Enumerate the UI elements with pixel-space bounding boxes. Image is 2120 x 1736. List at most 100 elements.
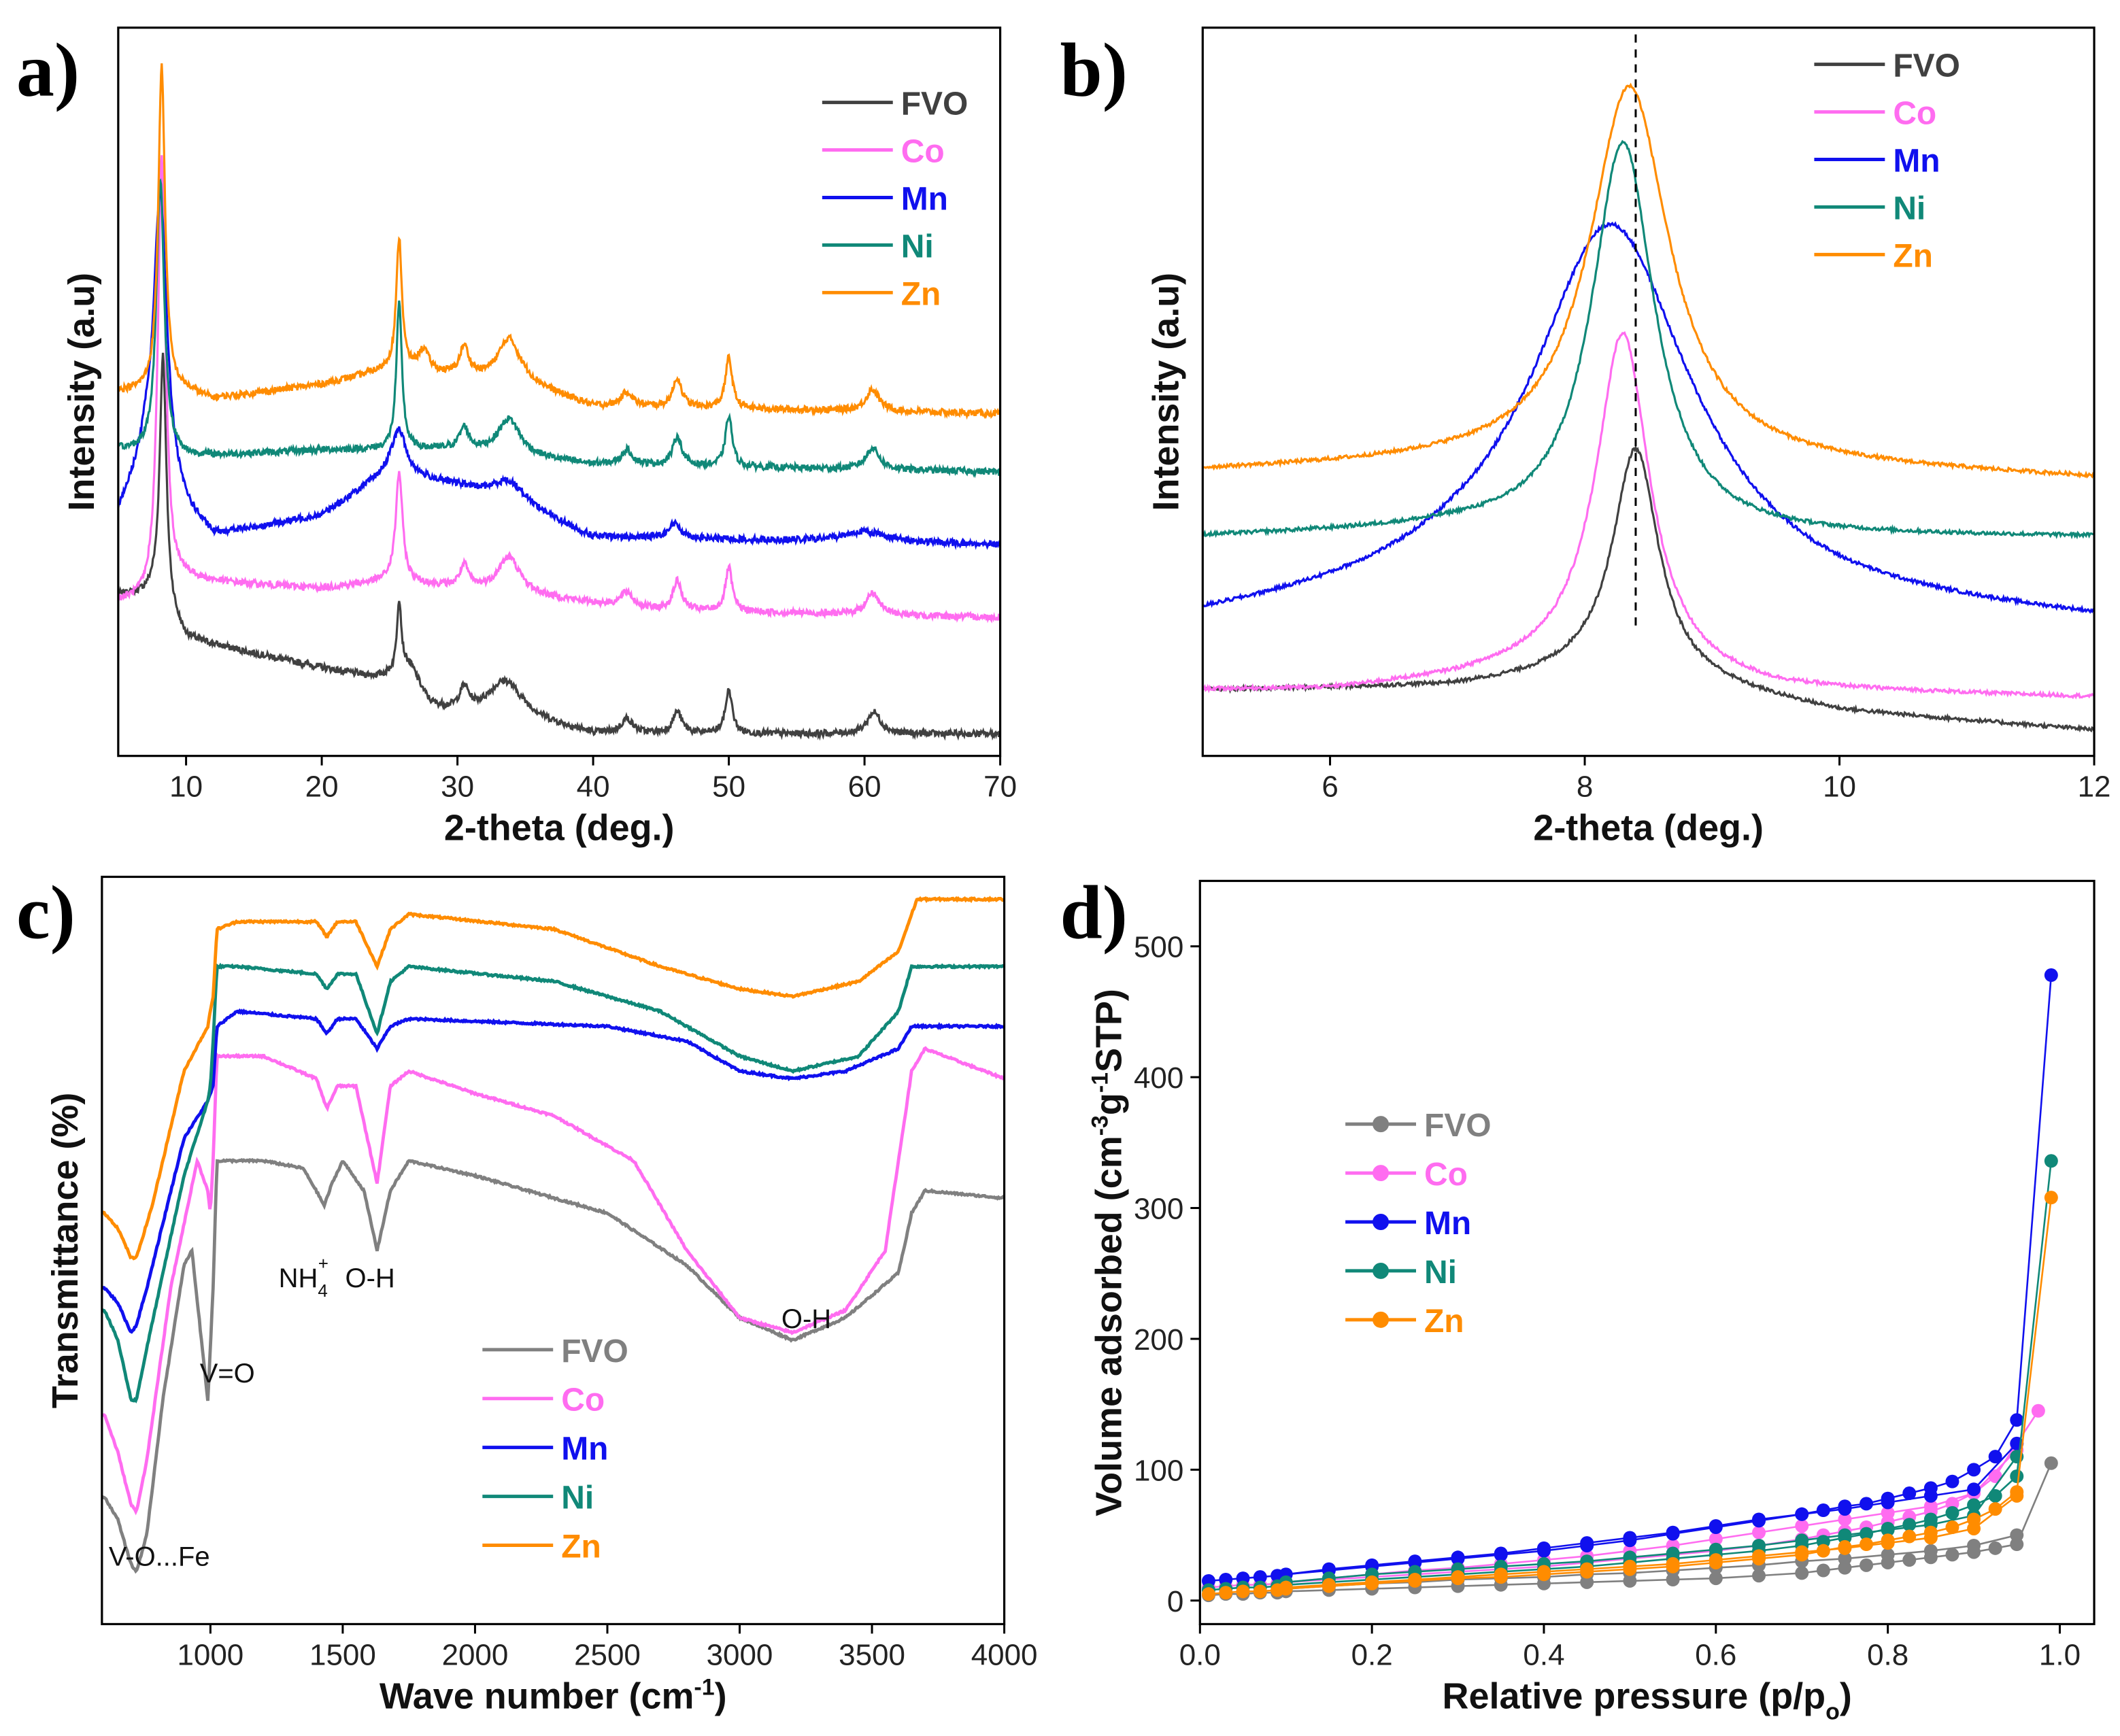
- data-point-fvo: [1816, 1563, 1830, 1578]
- x-tick-label: 10: [1823, 770, 1856, 804]
- annotation-text: O-H: [346, 1263, 395, 1293]
- series-line-zn: [1202, 82, 2095, 479]
- x-axis-label: 2-theta (deg.): [1533, 808, 1764, 849]
- data-point-ni: [2010, 1469, 2024, 1483]
- legend-label: Co: [1893, 96, 1936, 132]
- legend-label: Co: [901, 133, 945, 169]
- legend-label: Mn: [1424, 1206, 1471, 1242]
- data-point-fvo: [1709, 1571, 1723, 1586]
- annotation-text: O-H: [781, 1304, 831, 1334]
- legend-label: Zn: [561, 1529, 601, 1565]
- data-point-mn: [1923, 1488, 1938, 1503]
- series-zn: [101, 896, 1005, 1261]
- series-co: [1202, 331, 2095, 700]
- x-tick-label: 2500: [574, 1638, 641, 1671]
- legend-marker: [1373, 1116, 1390, 1133]
- legend-item-ni: Ni: [482, 1480, 594, 1516]
- data-point-co: [1709, 1532, 1723, 1546]
- y-label-text: Volume adsorbed (cm: [1088, 1136, 1129, 1516]
- data-point-mn: [1988, 1450, 2002, 1464]
- data-point-mn: [1253, 1570, 1267, 1584]
- annotation-label: V-O...Fe: [109, 1542, 210, 1572]
- x-tick-label: 3000: [707, 1638, 773, 1671]
- legend-marker: [1373, 1214, 1390, 1230]
- data-point-zn: [2010, 1488, 2024, 1503]
- y-tick-label: 100: [1134, 1454, 1183, 1487]
- legend-label: Co: [561, 1382, 605, 1418]
- y-label-text: STP): [1088, 989, 1129, 1072]
- x-tick-label: 0.6: [1695, 1638, 1736, 1671]
- data-point-mn: [1623, 1531, 1637, 1545]
- series-co: [101, 1046, 1005, 1516]
- legend-item-fvo: FVO: [1345, 1108, 1492, 1144]
- x-label-text: ): [1840, 1675, 1852, 1716]
- data-point-zn: [2044, 1191, 2058, 1205]
- legend-item-zn: Zn: [1345, 1304, 1464, 1340]
- legend-item-co: Co: [1814, 96, 1936, 132]
- y-axis-label: Volume adsorbed (cm-3g-1STP): [1087, 989, 1129, 1516]
- series-ni: [101, 962, 1005, 1403]
- series-fvo: [1201, 1456, 2058, 1603]
- annotation-label: O-H: [346, 1263, 395, 1293]
- data-point-mn: [1494, 1546, 1508, 1561]
- legend-item-ni: Ni: [1814, 190, 1925, 226]
- legend-label: Ni: [1424, 1255, 1457, 1291]
- x-tick-label: 8: [1577, 770, 1593, 804]
- series-line-mn: [1202, 221, 2095, 614]
- plot-area: [118, 63, 1000, 741]
- axes-frame: [117, 27, 1002, 758]
- data-point-mn: [1536, 1541, 1551, 1555]
- x-tick-label: 0.8: [1867, 1638, 1908, 1671]
- x-label-subscript: o: [1825, 1699, 1840, 1724]
- data-point-ni: [2044, 1154, 2058, 1168]
- data-point-zn: [1923, 1531, 1938, 1545]
- data-point-co: [1988, 1469, 2002, 1483]
- annotation-text: V=O: [200, 1359, 255, 1389]
- data-point-mn: [2044, 968, 2058, 983]
- y-tick-label: 400: [1134, 1061, 1183, 1095]
- plot-area: [101, 896, 1005, 1574]
- series-fvo: [1202, 444, 2095, 733]
- panel-label: b): [1060, 29, 1128, 113]
- series-ni: [1202, 139, 2095, 540]
- legend-label: Ni: [901, 228, 934, 265]
- data-point-zn: [1408, 1573, 1422, 1586]
- legend-item-ni: Ni: [1345, 1255, 1457, 1291]
- data-point-zn: [1860, 1537, 1874, 1552]
- x-axis-label: Relative pressure (p/po): [1443, 1675, 1852, 1724]
- data-point-mn: [1752, 1512, 1766, 1527]
- data-point-mn: [1902, 1486, 1917, 1500]
- data-point-zn: [1365, 1575, 1379, 1589]
- series-zn: [118, 63, 1000, 420]
- series-line-zn: [101, 896, 1005, 1261]
- series-line-ni: [101, 962, 1005, 1403]
- panel-label: d): [1060, 870, 1128, 955]
- x-tick-label: 60: [848, 770, 881, 804]
- data-point-zn: [1494, 1567, 1508, 1582]
- x-tick-label: 3500: [839, 1638, 905, 1671]
- x-axis-label: 2-theta (deg.): [444, 808, 675, 849]
- y-axis-label: Intensity (a.u): [1145, 273, 1186, 511]
- series-co: [118, 155, 1000, 624]
- x-tick-label: 10: [169, 770, 203, 804]
- data-point-ni: [1838, 1528, 1852, 1542]
- x-tick-label: 1000: [177, 1638, 243, 1671]
- data-point-fvo: [1860, 1558, 1874, 1572]
- annotation-text: NH: [279, 1263, 318, 1293]
- data-point-fvo: [1881, 1548, 1895, 1562]
- data-point-ni: [1709, 1542, 1723, 1556]
- data-point-zn: [1967, 1521, 1981, 1535]
- data-point-fvo: [1752, 1569, 1766, 1583]
- data-point-mn: [1860, 1497, 1874, 1511]
- panel-label: c): [16, 870, 75, 955]
- data-point-zn: [1881, 1536, 1895, 1550]
- data-point-zn: [1253, 1584, 1267, 1599]
- legend-label: FVO: [901, 86, 969, 122]
- x-tick-label: 30: [441, 770, 474, 804]
- series-line-ni: [1202, 139, 2095, 540]
- legend-item-co: Co: [822, 133, 945, 169]
- legend-item-fvo: FVO: [822, 86, 968, 122]
- series-line-mn: [101, 1008, 1005, 1334]
- x-tick-label: 40: [577, 770, 610, 804]
- legend-label: Mn: [561, 1431, 608, 1467]
